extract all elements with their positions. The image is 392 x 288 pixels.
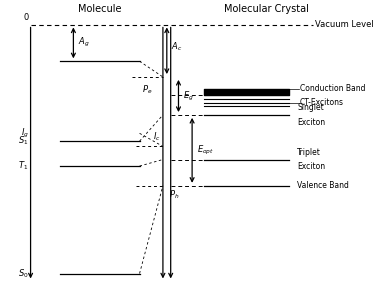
Text: $I_g$: $I_g$ — [21, 127, 29, 140]
Text: Exciton: Exciton — [297, 118, 325, 127]
Text: $A_c$: $A_c$ — [171, 41, 183, 53]
Text: CT-Excitons: CT-Excitons — [300, 98, 344, 107]
Text: $S_0$: $S_0$ — [18, 267, 29, 280]
Text: Molecular Crystal: Molecular Crystal — [223, 3, 309, 14]
Text: $I_c$: $I_c$ — [153, 131, 161, 143]
Text: $S_1$: $S_1$ — [18, 135, 29, 147]
Text: Valence Band: Valence Band — [297, 181, 349, 190]
Text: Exciton: Exciton — [297, 162, 325, 171]
Text: Conduction Band: Conduction Band — [300, 84, 365, 93]
Text: $A_g$: $A_g$ — [78, 36, 90, 50]
Text: $P_h$: $P_h$ — [169, 189, 179, 201]
Text: Singlet: Singlet — [297, 103, 324, 112]
Text: 0: 0 — [24, 14, 29, 22]
Text: $E_g$: $E_g$ — [183, 89, 194, 103]
Text: Triplet: Triplet — [297, 148, 321, 157]
Text: Molecule: Molecule — [78, 3, 122, 14]
Text: Vacuum Level: Vacuum Level — [315, 20, 374, 29]
Text: $E_{opt}$: $E_{opt}$ — [197, 144, 214, 157]
Text: $P_e$: $P_e$ — [142, 84, 152, 96]
Text: $T_1$: $T_1$ — [18, 160, 29, 172]
